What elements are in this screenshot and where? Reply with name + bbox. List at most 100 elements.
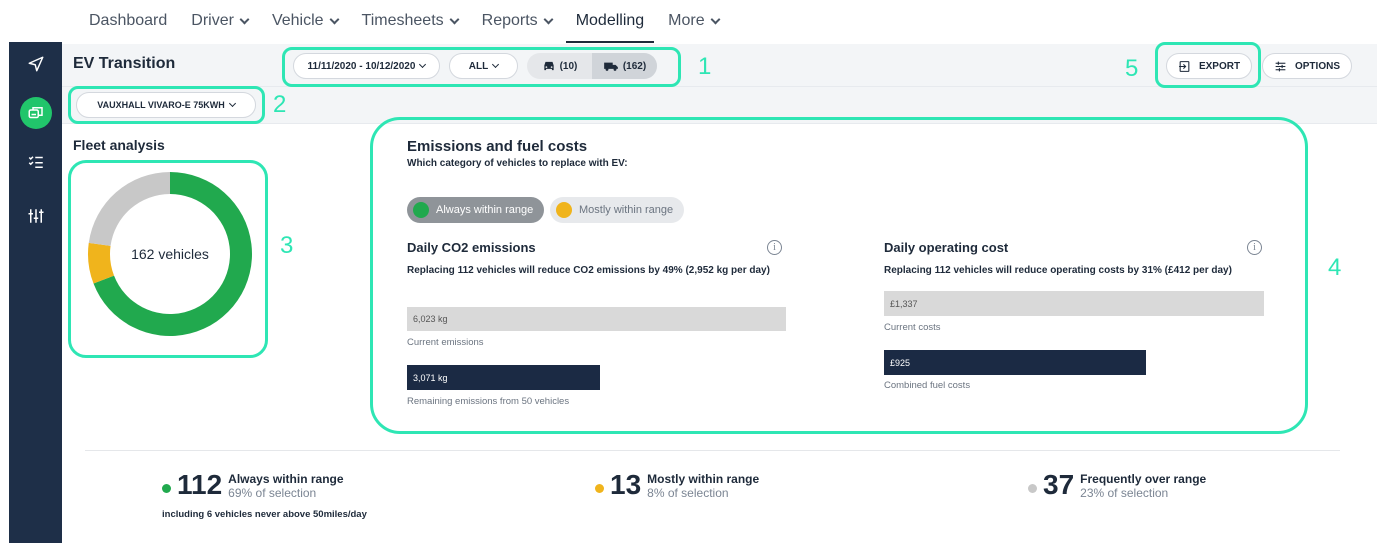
vehicle-model-value: VAUXHALL VIVARO-E 75KWH	[97, 100, 225, 110]
cost-sentence-post: (£412 per day)	[1161, 265, 1232, 276]
highlight-box-5	[1155, 42, 1261, 88]
date-range-value: 11/11/2020 - 10/12/2020	[307, 60, 416, 72]
nav-more[interactable]: More	[668, 0, 721, 42]
vans-toggle[interactable]: (162)	[592, 53, 657, 79]
highlight-box-1	[282, 47, 681, 87]
nav-modelling[interactable]: Modelling	[565, 0, 655, 43]
info-icon[interactable]: i	[1247, 240, 1262, 255]
current-emissions-value: 6,023 kg	[413, 314, 448, 324]
nav-label: Driver	[191, 12, 234, 29]
current-costs-bar: £1,337	[884, 291, 1264, 316]
info-icon[interactable]: i	[767, 240, 782, 255]
sidebar	[0, 0, 62, 543]
combined-costs-caption: Combined fuel costs	[884, 380, 971, 391]
vehicle-type-toggle: (10) (162)	[527, 53, 657, 79]
chevron-down-icon	[329, 14, 339, 24]
stat-label: Frequently over range	[1080, 472, 1207, 486]
fleet-donut-chart: 162 vehicles	[88, 172, 252, 336]
combined-costs-value: £925	[890, 357, 911, 368]
stat-always-within-range: 112 Always within range 69% of selection	[162, 470, 344, 500]
cost-percent: 31%	[1141, 265, 1162, 276]
vans-count: (162)	[622, 60, 647, 72]
remaining-emissions-caption: Remaining emissions from 50 vehicles	[407, 396, 570, 407]
cost-title: Daily operating cost	[884, 240, 1009, 255]
stat-note: including 6 vehicles never above 50miles…	[162, 509, 367, 520]
date-range-select[interactable]: 11/11/2020 - 10/12/2020	[293, 53, 440, 79]
nav-reports[interactable]: Reports	[481, 0, 554, 42]
donut-slice-frequently-over-range	[88, 172, 170, 246]
toggle-mostly-within-range[interactable]: Mostly within range	[550, 197, 684, 223]
grey-dot-icon	[1028, 484, 1037, 493]
highlight-box-4	[370, 117, 1308, 434]
co2-title: Daily CO2 emissions	[407, 240, 536, 255]
amber-dot-icon	[595, 484, 604, 493]
remaining-emissions-value: 3,071 kg	[413, 372, 448, 383]
cost-sentence: Replacing 112 vehicles will reduce opera…	[884, 263, 1274, 279]
page-title: EV Transition	[73, 55, 176, 72]
stat-sub: 23% of selection	[1080, 486, 1169, 500]
vehicles-stack-icon[interactable]	[9, 96, 62, 130]
nav-dashboard[interactable]: Dashboard	[89, 0, 167, 42]
options-button[interactable]: OPTIONS	[1262, 53, 1352, 79]
nav-timesheets[interactable]: Timesheets	[361, 0, 460, 42]
vehicle-model-select[interactable]: VAUXHALL VIVARO-E 75KWH	[76, 92, 256, 118]
callout-number-2: 2	[273, 91, 287, 118]
green-dot-icon	[162, 484, 171, 493]
stat-number: 37	[1043, 469, 1075, 500]
nav-driver[interactable]: Driver	[191, 0, 250, 42]
highlight-box-3	[68, 160, 268, 358]
callout-number-5: 5	[1125, 55, 1139, 82]
export-button[interactable]: EXPORT	[1166, 53, 1252, 79]
green-dot-icon	[413, 202, 429, 218]
emissions-subtitle: Which category of vehicles to replace wi…	[407, 158, 628, 169]
co2-sentence: Replacing 112 vehicles will reduce CO2 e…	[407, 263, 787, 279]
chevron-down-icon	[543, 14, 554, 24]
nav-label: Reports	[481, 12, 538, 29]
remaining-emissions-bar: 3,071 kg	[407, 365, 601, 390]
amber-dot-icon	[556, 202, 572, 218]
current-costs-caption: Current costs	[884, 322, 941, 333]
options-label: OPTIONS	[1294, 60, 1340, 72]
checklist-icon[interactable]	[9, 150, 62, 174]
callout-number-4: 4	[1328, 254, 1342, 281]
options-sliders-icon	[1275, 61, 1286, 71]
stat-sub: 8% of selection	[647, 486, 729, 500]
toggle-label: Mostly within range	[579, 204, 674, 216]
car-icon	[543, 61, 554, 71]
co2-percent: 49%	[662, 265, 683, 276]
filter-all-select[interactable]: ALL	[449, 53, 518, 79]
chevron-down-icon	[239, 14, 250, 24]
highlight-box-2	[68, 86, 265, 124]
stat-label: Always within range	[228, 472, 344, 486]
van-icon	[603, 62, 618, 71]
donut-center-label: 162 vehicles	[131, 246, 209, 262]
nav-label: Modelling	[575, 12, 645, 29]
nav-label: Timesheets	[361, 12, 444, 29]
current-emissions-caption: Current emissions	[407, 337, 484, 348]
stat-label: Mostly within range	[647, 472, 760, 486]
co2-sentence-pre: Replacing 112 vehicles will reduce CO2 e…	[407, 265, 663, 276]
stat-number: 112	[177, 469, 223, 500]
current-costs-value: £1,337	[890, 298, 918, 309]
navigation-arrow-icon[interactable]	[9, 52, 62, 76]
combined-costs-bar: £925	[884, 350, 1147, 375]
nav-vehicle[interactable]: Vehicle	[271, 0, 339, 42]
nav-label: More	[668, 12, 705, 29]
nav-label: Dashboard	[89, 12, 168, 29]
sliders-icon[interactable]	[9, 204, 62, 228]
filter-all-value: ALL	[468, 60, 489, 72]
stat-frequently-over-range: 37 Frequently over range 23% of selection	[1028, 470, 1206, 500]
callout-number-3: 3	[280, 232, 294, 259]
emissions-title: Emissions and fuel costs	[407, 138, 588, 155]
stat-mostly-within-range: 13 Mostly within range 8% of selection	[595, 470, 759, 500]
export-icon	[1179, 60, 1190, 72]
cars-count: (10)	[559, 60, 578, 72]
toggle-label: Always within range	[436, 204, 534, 216]
co2-sentence-post: (2,952 kg per day)	[682, 265, 770, 276]
fleet-analysis-title: Fleet analysis	[73, 137, 165, 153]
nav-label: Vehicle	[271, 12, 324, 29]
donut-slice-mostly-within-range	[88, 242, 115, 284]
toggle-always-within-range[interactable]: Always within range	[407, 197, 544, 223]
divider	[85, 450, 1340, 451]
cars-toggle[interactable]: (10)	[527, 53, 592, 79]
